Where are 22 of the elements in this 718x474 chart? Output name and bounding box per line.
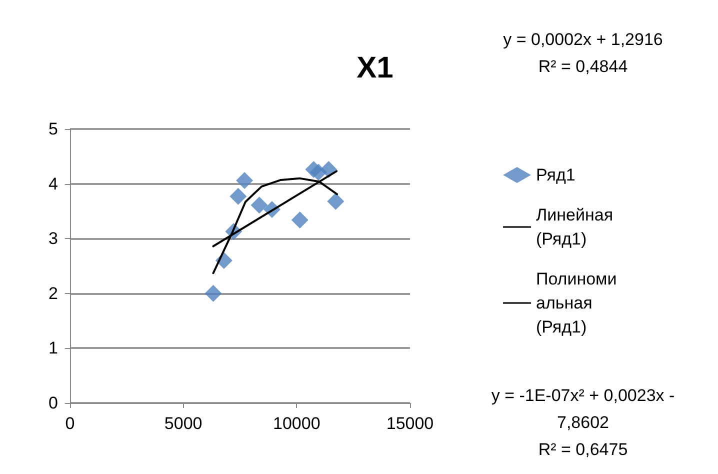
legend-label: Полиномиальная (Ряд1) bbox=[536, 270, 617, 336]
point bbox=[204, 284, 222, 302]
x-tick-label: 15000 bbox=[386, 414, 434, 433]
legend-label: Линейная (Ряд1) bbox=[536, 206, 618, 248]
text: y = -1E-07x² + 0,0023x - 7,8602 R² = 0,6475 bbox=[491, 386, 675, 459]
x-tick-label: 10000 bbox=[273, 414, 320, 433]
y-tick-label: 4 bbox=[48, 174, 58, 194]
chart-title: X1 bbox=[356, 52, 394, 84]
y-tick-label: 3 bbox=[48, 229, 58, 248]
x-tick-label: 0 bbox=[65, 414, 75, 433]
point bbox=[291, 211, 308, 228]
point bbox=[230, 188, 247, 205]
x-tick-label: 5000 bbox=[164, 414, 202, 433]
point bbox=[327, 192, 344, 210]
point bbox=[236, 172, 254, 190]
y-tick-label: 5 bbox=[48, 120, 58, 138]
text: y = 0,0002x + 1,2916 R² = 0,4844 bbox=[503, 30, 663, 76]
legend-label: Ряд1 bbox=[536, 166, 576, 184]
y-tick-label: 2 bbox=[48, 284, 58, 303]
y-tick-label: 1 bbox=[48, 338, 58, 358]
y-tick-label: 0 bbox=[48, 394, 58, 412]
point bbox=[250, 196, 268, 214]
